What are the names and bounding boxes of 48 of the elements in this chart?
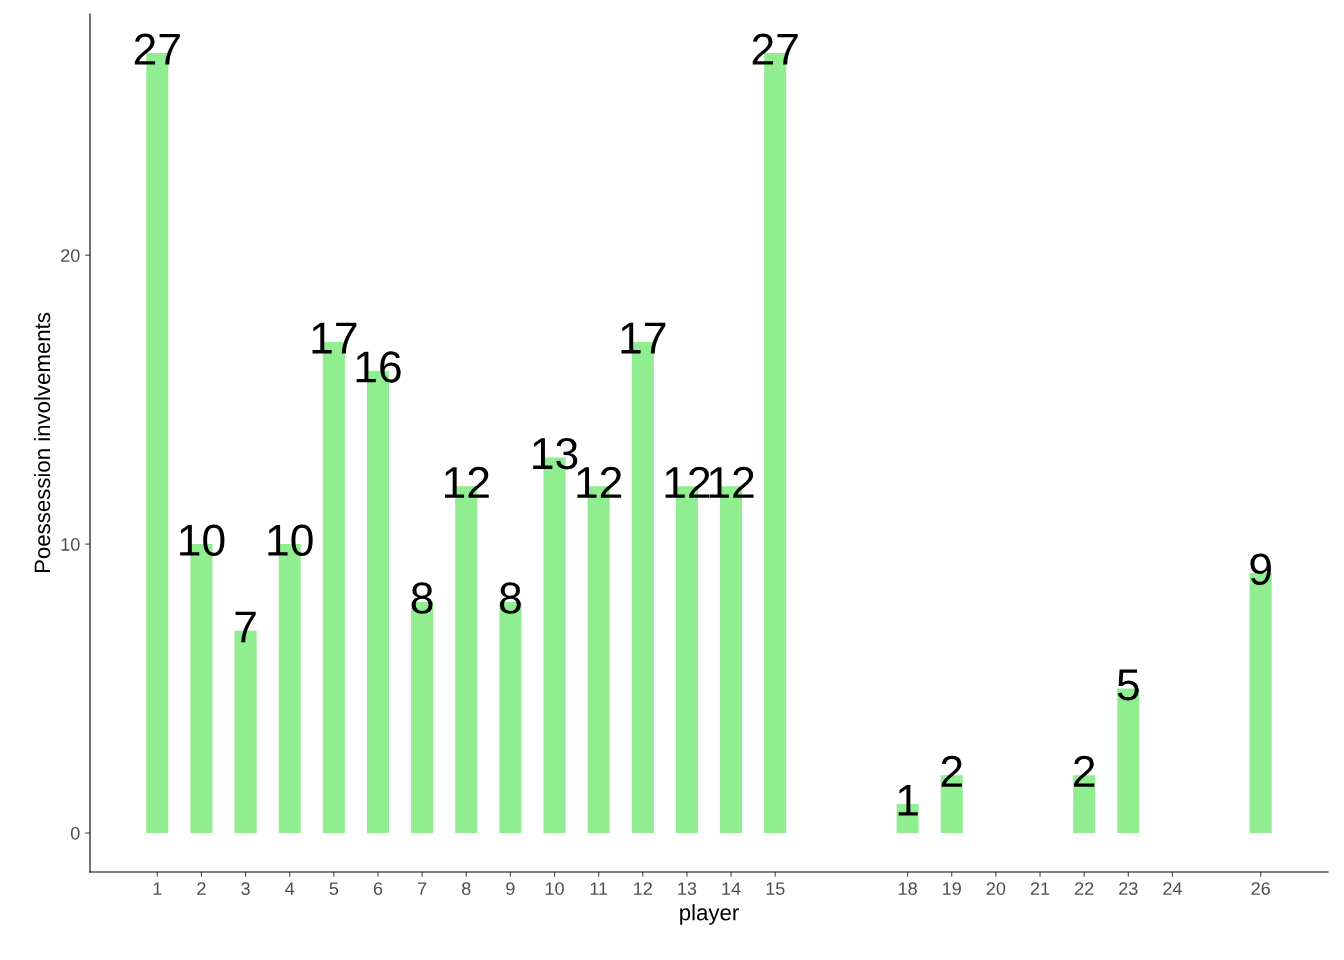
data-label: 1 — [898, 785, 918, 816]
data-label: 8 — [411, 582, 433, 614]
data-label: 10 — [268, 524, 313, 557]
x-tick-label: 11 — [590, 882, 608, 895]
data-label: 9 — [1250, 553, 1271, 585]
x-tick-label: 13 — [678, 882, 697, 895]
x-tick-label: 20 — [986, 882, 1006, 895]
x-tick-label: 15 — [766, 882, 785, 895]
x-tick-label: 5 — [329, 882, 339, 895]
y-axis-title: Poessession involvements — [33, 312, 51, 573]
data-label: 12 — [444, 466, 489, 498]
y-tick-label: 10 — [61, 538, 80, 551]
data-label: 17 — [621, 322, 666, 354]
x-tick-label: 22 — [1075, 882, 1094, 895]
x-tick-label: 1 — [153, 882, 162, 895]
data-label: 7 — [235, 611, 256, 643]
x-tick-label: 3 — [241, 882, 250, 895]
data-label: 5 — [1117, 669, 1139, 701]
data-label: 27 — [134, 33, 180, 65]
x-tick-label: 12 — [634, 882, 652, 895]
x-tick-label: 8 — [462, 882, 471, 895]
x-tick-label: 10 — [545, 882, 564, 895]
y-tick-label: 0 — [70, 826, 80, 840]
data-label: 8 — [499, 582, 521, 614]
x-tick-label: 23 — [1119, 882, 1138, 895]
data-label: 12 — [577, 466, 622, 498]
x-tick-label: 26 — [1251, 882, 1270, 895]
x-tick-label: 4 — [285, 882, 295, 895]
data-label: 12 — [665, 466, 710, 498]
x-tick-label: 24 — [1163, 882, 1182, 895]
data-label: 2 — [1074, 755, 1095, 787]
data-label: 27 — [752, 33, 798, 65]
x-tick-label: 14 — [722, 882, 741, 895]
data-label: 13 — [533, 437, 578, 470]
x-tick-label: 19 — [943, 882, 961, 895]
x-axis-title: player — [680, 904, 739, 925]
x-tick-label: 21 — [1030, 882, 1050, 895]
data-label: 16 — [356, 351, 401, 383]
x-tick-label: 18 — [898, 882, 917, 895]
data-label: 17 — [312, 322, 357, 354]
data-label: 12 — [709, 466, 754, 498]
x-tick-label: 9 — [506, 882, 515, 895]
data-label: 10 — [180, 524, 225, 557]
data-label: 2 — [941, 755, 962, 787]
x-tick-label: 6 — [373, 882, 383, 895]
x-tick-label: 2 — [197, 882, 206, 895]
y-tick-label: 20 — [61, 249, 80, 262]
x-tick-label: 7 — [418, 882, 427, 895]
